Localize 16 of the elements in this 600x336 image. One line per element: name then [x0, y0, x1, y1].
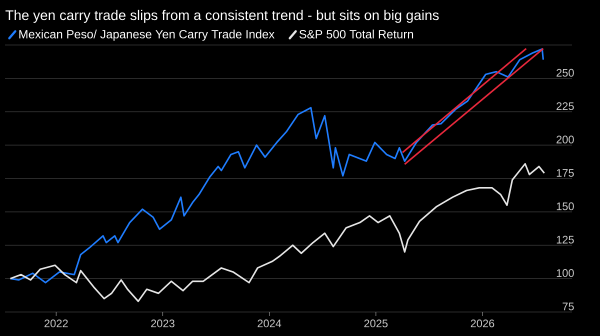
y-tick-label: 250 [556, 68, 574, 77]
x-tick-label: 2023 [151, 320, 174, 328]
legend-label: Mexican Peso/ Japanese Yen Carry Trade Index [19, 30, 275, 41]
x-tick-label: 2025 [364, 320, 388, 328]
chart-title: The yen carry trade slips from a consistent trend - but sits on big gains [6, 10, 439, 23]
y-tick-label: 200 [556, 136, 574, 144]
x-tick-label: 2024 [258, 320, 282, 328]
y-tick-label: 125 [556, 236, 574, 244]
y-tick-label: 175 [556, 169, 574, 177]
y-tick-label: 100 [556, 269, 574, 277]
y-tick-label: 75 [562, 302, 574, 310]
y-tick-label: 225 [556, 102, 574, 110]
y-tick-label: 150 [556, 202, 574, 210]
x-tick-label: 2022 [44, 320, 68, 328]
x-tick-label: 2026 [470, 320, 494, 328]
legend-label: S&P 500 Total Return [299, 30, 414, 38]
